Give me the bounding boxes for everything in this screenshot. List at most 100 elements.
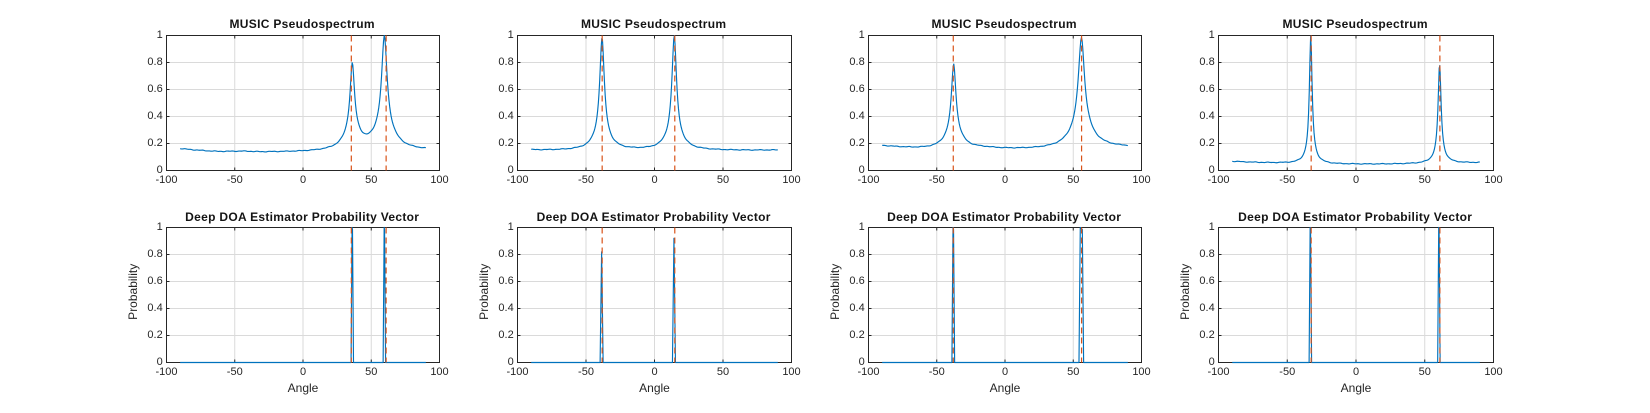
svg-text:0: 0 [1002, 174, 1008, 186]
svg-text:Probability: Probability [126, 264, 140, 320]
svg-text:-50: -50 [578, 366, 594, 378]
svg-text:-50: -50 [929, 366, 945, 378]
svg-text:1: 1 [859, 221, 865, 233]
svg-text:100: 100 [1484, 174, 1502, 186]
svg-text:Deep DOA Estimator Probability: Deep DOA Estimator Probability Vector [1238, 210, 1472, 224]
svg-text:100: 100 [782, 366, 800, 378]
svg-text:1: 1 [859, 29, 865, 41]
svg-text:Probability: Probability [477, 264, 491, 320]
svg-text:Angle: Angle [990, 381, 1021, 395]
svg-text:0.8: 0.8 [1199, 56, 1214, 68]
svg-text:0.6: 0.6 [147, 83, 162, 95]
svg-text:-100: -100 [1207, 366, 1229, 378]
svg-text:-100: -100 [155, 174, 177, 186]
svg-text:-50: -50 [227, 366, 243, 378]
svg-text:0.4: 0.4 [1199, 110, 1214, 122]
svg-text:-100: -100 [155, 366, 177, 378]
svg-text:100: 100 [1484, 366, 1502, 378]
svg-text:0.4: 0.4 [849, 110, 864, 122]
svg-text:0: 0 [1002, 366, 1008, 378]
svg-text:0.8: 0.8 [498, 56, 513, 68]
svg-text:0.8: 0.8 [498, 248, 513, 260]
svg-text:0.8: 0.8 [849, 56, 864, 68]
svg-text:100: 100 [782, 174, 800, 186]
svg-text:Angle: Angle [1341, 381, 1372, 395]
svg-text:0.2: 0.2 [147, 137, 162, 149]
svg-text:-100: -100 [506, 174, 528, 186]
svg-text:0.6: 0.6 [147, 275, 162, 287]
svg-text:0: 0 [1209, 164, 1215, 176]
svg-text:0.2: 0.2 [1199, 137, 1214, 149]
svg-text:0: 0 [508, 356, 514, 368]
svg-text:Probability: Probability [1178, 264, 1192, 320]
svg-text:50: 50 [365, 366, 377, 378]
svg-text:-50: -50 [1279, 174, 1295, 186]
svg-text:100: 100 [430, 366, 448, 378]
svg-text:0.4: 0.4 [498, 302, 513, 314]
svg-text:0: 0 [1353, 174, 1359, 186]
svg-text:0.6: 0.6 [498, 83, 513, 95]
svg-text:Deep DOA Estimator Probability: Deep DOA Estimator Probability Vector [537, 210, 771, 224]
svg-text:0: 0 [1353, 366, 1359, 378]
svg-text:50: 50 [717, 366, 729, 378]
svg-text:0: 0 [157, 356, 163, 368]
svg-text:0: 0 [300, 366, 306, 378]
svg-text:-50: -50 [578, 174, 594, 186]
svg-text:-50: -50 [929, 174, 945, 186]
svg-text:0.8: 0.8 [849, 248, 864, 260]
svg-text:1: 1 [157, 221, 163, 233]
svg-text:0.4: 0.4 [498, 110, 513, 122]
svg-text:0.2: 0.2 [1199, 329, 1214, 341]
svg-text:Angle: Angle [288, 381, 319, 395]
svg-text:Deep DOA Estimator Probability: Deep DOA Estimator Probability Vector [185, 210, 419, 224]
svg-text:0: 0 [157, 164, 163, 176]
svg-text:0.4: 0.4 [849, 302, 864, 314]
svg-text:50: 50 [717, 174, 729, 186]
svg-text:0.2: 0.2 [849, 137, 864, 149]
svg-text:1: 1 [508, 221, 514, 233]
svg-text:MUSIC Pseudospectrum: MUSIC Pseudospectrum [230, 17, 375, 31]
svg-text:50: 50 [1067, 174, 1079, 186]
svg-text:1: 1 [508, 29, 514, 41]
svg-text:-100: -100 [857, 174, 879, 186]
svg-text:-100: -100 [506, 366, 528, 378]
svg-text:1: 1 [157, 29, 163, 41]
svg-text:0.2: 0.2 [147, 329, 162, 341]
svg-text:1: 1 [1209, 221, 1215, 233]
svg-text:Probability: Probability [828, 264, 842, 320]
svg-text:0.6: 0.6 [1199, 275, 1214, 287]
svg-text:100: 100 [1132, 174, 1150, 186]
svg-text:50: 50 [1419, 366, 1431, 378]
svg-text:MUSIC Pseudospectrum: MUSIC Pseudospectrum [932, 17, 1077, 31]
svg-text:1: 1 [1209, 29, 1215, 41]
svg-text:0.2: 0.2 [498, 329, 513, 341]
svg-text:0.4: 0.4 [1199, 302, 1214, 314]
svg-text:-100: -100 [1207, 174, 1229, 186]
svg-text:0.2: 0.2 [849, 329, 864, 341]
svg-text:0.6: 0.6 [849, 83, 864, 95]
svg-text:0.6: 0.6 [498, 275, 513, 287]
svg-text:0: 0 [859, 164, 865, 176]
svg-text:0.8: 0.8 [1199, 248, 1214, 260]
svg-text:50: 50 [1067, 366, 1079, 378]
svg-text:0.6: 0.6 [1199, 83, 1214, 95]
svg-text:100: 100 [430, 174, 448, 186]
svg-text:Angle: Angle [639, 381, 670, 395]
svg-text:MUSIC Pseudospectrum: MUSIC Pseudospectrum [1283, 17, 1428, 31]
svg-text:0.4: 0.4 [147, 110, 162, 122]
svg-text:0: 0 [651, 366, 657, 378]
svg-text:0: 0 [859, 356, 865, 368]
svg-text:0.8: 0.8 [147, 248, 162, 260]
svg-text:50: 50 [1419, 174, 1431, 186]
svg-text:MUSIC Pseudospectrum: MUSIC Pseudospectrum [581, 17, 726, 31]
svg-text:-50: -50 [1279, 366, 1295, 378]
svg-text:0.8: 0.8 [147, 56, 162, 68]
svg-text:100: 100 [1132, 366, 1150, 378]
svg-text:-100: -100 [857, 366, 879, 378]
svg-text:0: 0 [300, 174, 306, 186]
svg-text:0.6: 0.6 [849, 275, 864, 287]
svg-text:0: 0 [1209, 356, 1215, 368]
svg-text:0.2: 0.2 [498, 137, 513, 149]
svg-text:Deep DOA Estimator Probability: Deep DOA Estimator Probability Vector [887, 210, 1121, 224]
svg-text:50: 50 [365, 174, 377, 186]
